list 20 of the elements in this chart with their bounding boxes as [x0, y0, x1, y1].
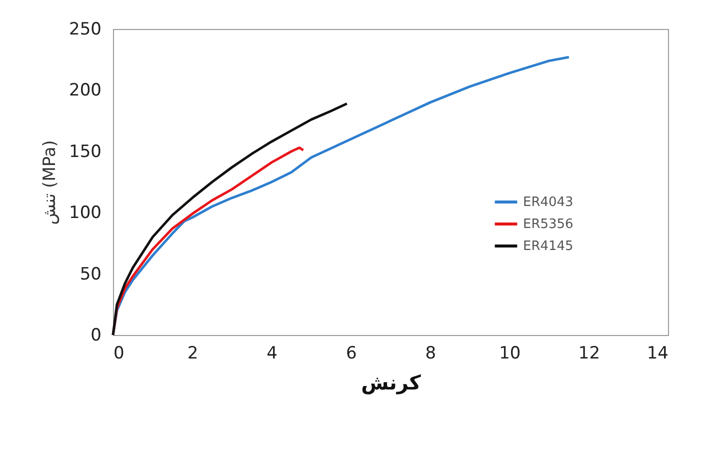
y-axis-title: تنش (MPa): [40, 140, 60, 225]
y-tick-label: 100: [69, 203, 102, 224]
x-tick-label: 2: [187, 344, 198, 364]
x-axis-title: کرنش: [361, 370, 422, 394]
y-tick-label: 250: [69, 20, 102, 40]
legend-label: ER5356: [523, 217, 574, 232]
x-tick-label: 8: [425, 344, 436, 364]
legend-label: ER4043: [523, 195, 574, 210]
x-tick-label: 6: [346, 344, 357, 364]
x-tick-label: 4: [266, 344, 278, 364]
x-tick-label: 12: [578, 344, 600, 364]
legend-label: ER4145: [523, 239, 574, 254]
x-tick-label: 14: [646, 344, 668, 364]
x-tick-label: 10: [499, 344, 521, 364]
y-tick-label: 0: [90, 326, 102, 346]
x-tick-label: 0: [114, 344, 124, 364]
y-tick-label: 50: [80, 264, 102, 284]
y-tick-label: 150: [69, 142, 102, 162]
y-tick-label: 200: [69, 80, 102, 101]
line-series: [112, 102, 348, 336]
